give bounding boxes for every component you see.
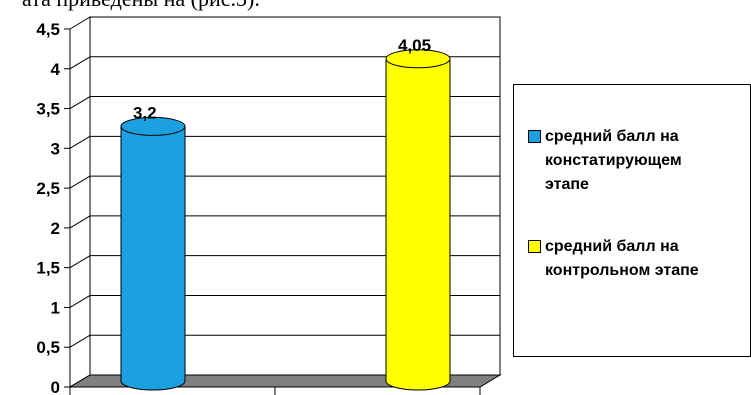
- y-tick-label: 0: [51, 378, 60, 395]
- legend-swatch-yellow: [528, 240, 541, 253]
- bar-2: [385, 49, 451, 391]
- legend-line: этапе: [545, 176, 589, 193]
- legend-swatch-blue: [528, 130, 541, 143]
- y-tick-label: 4,5: [36, 20, 60, 39]
- legend-text-2: средний балл на контрольном этапе: [545, 235, 751, 283]
- y-tick-label: 4: [51, 60, 61, 79]
- gridline-side: [69, 135, 91, 149]
- legend-item-1: средний балл на констатирующем этапе: [528, 125, 751, 197]
- data-label: 4,05: [398, 36, 431, 55]
- bar-top: [120, 116, 186, 136]
- gridline-side: [69, 334, 91, 348]
- legend-line: контрольном этапе: [545, 262, 699, 279]
- y-tick-label: 3: [51, 139, 60, 158]
- legend-line: средний балл на: [545, 238, 679, 255]
- y-tick-label: 3,5: [36, 100, 60, 119]
- legend-text-1: средний балл на констатирующем этапе: [545, 125, 751, 197]
- legend-line: средний балл на: [545, 128, 679, 145]
- y-tick-label: 1,5: [36, 259, 60, 278]
- gridline-side: [69, 56, 91, 70]
- side-wall: [69, 16, 91, 388]
- gridline-side: [69, 215, 91, 229]
- y-tick-label: 2,5: [36, 179, 60, 198]
- gridline-side: [69, 175, 91, 189]
- gridline-side: [69, 255, 91, 269]
- data-label: 3,2: [133, 103, 157, 122]
- legend-line: констатирующем: [545, 152, 682, 169]
- bar-top: [385, 49, 451, 69]
- bars-layer: [120, 49, 451, 391]
- legend-item-2: средний балл на контрольном этапе: [528, 235, 751, 283]
- y-tick-label: 2: [51, 219, 60, 238]
- gridline-side: [69, 96, 91, 109]
- bar-body: [385, 58, 451, 391]
- bar-1: [120, 116, 186, 391]
- legend: средний балл на констатирующем этапе сре…: [513, 84, 751, 357]
- bar-body: [120, 125, 186, 391]
- y-tick-label: 0,5: [36, 338, 60, 357]
- gridline-side: [69, 295, 91, 308]
- caption-text: ата приведены на (рис.3).: [0, 0, 751, 12]
- y-tick-label: 1: [51, 298, 60, 317]
- labels-layer: 3,2 4,05: [133, 36, 431, 123]
